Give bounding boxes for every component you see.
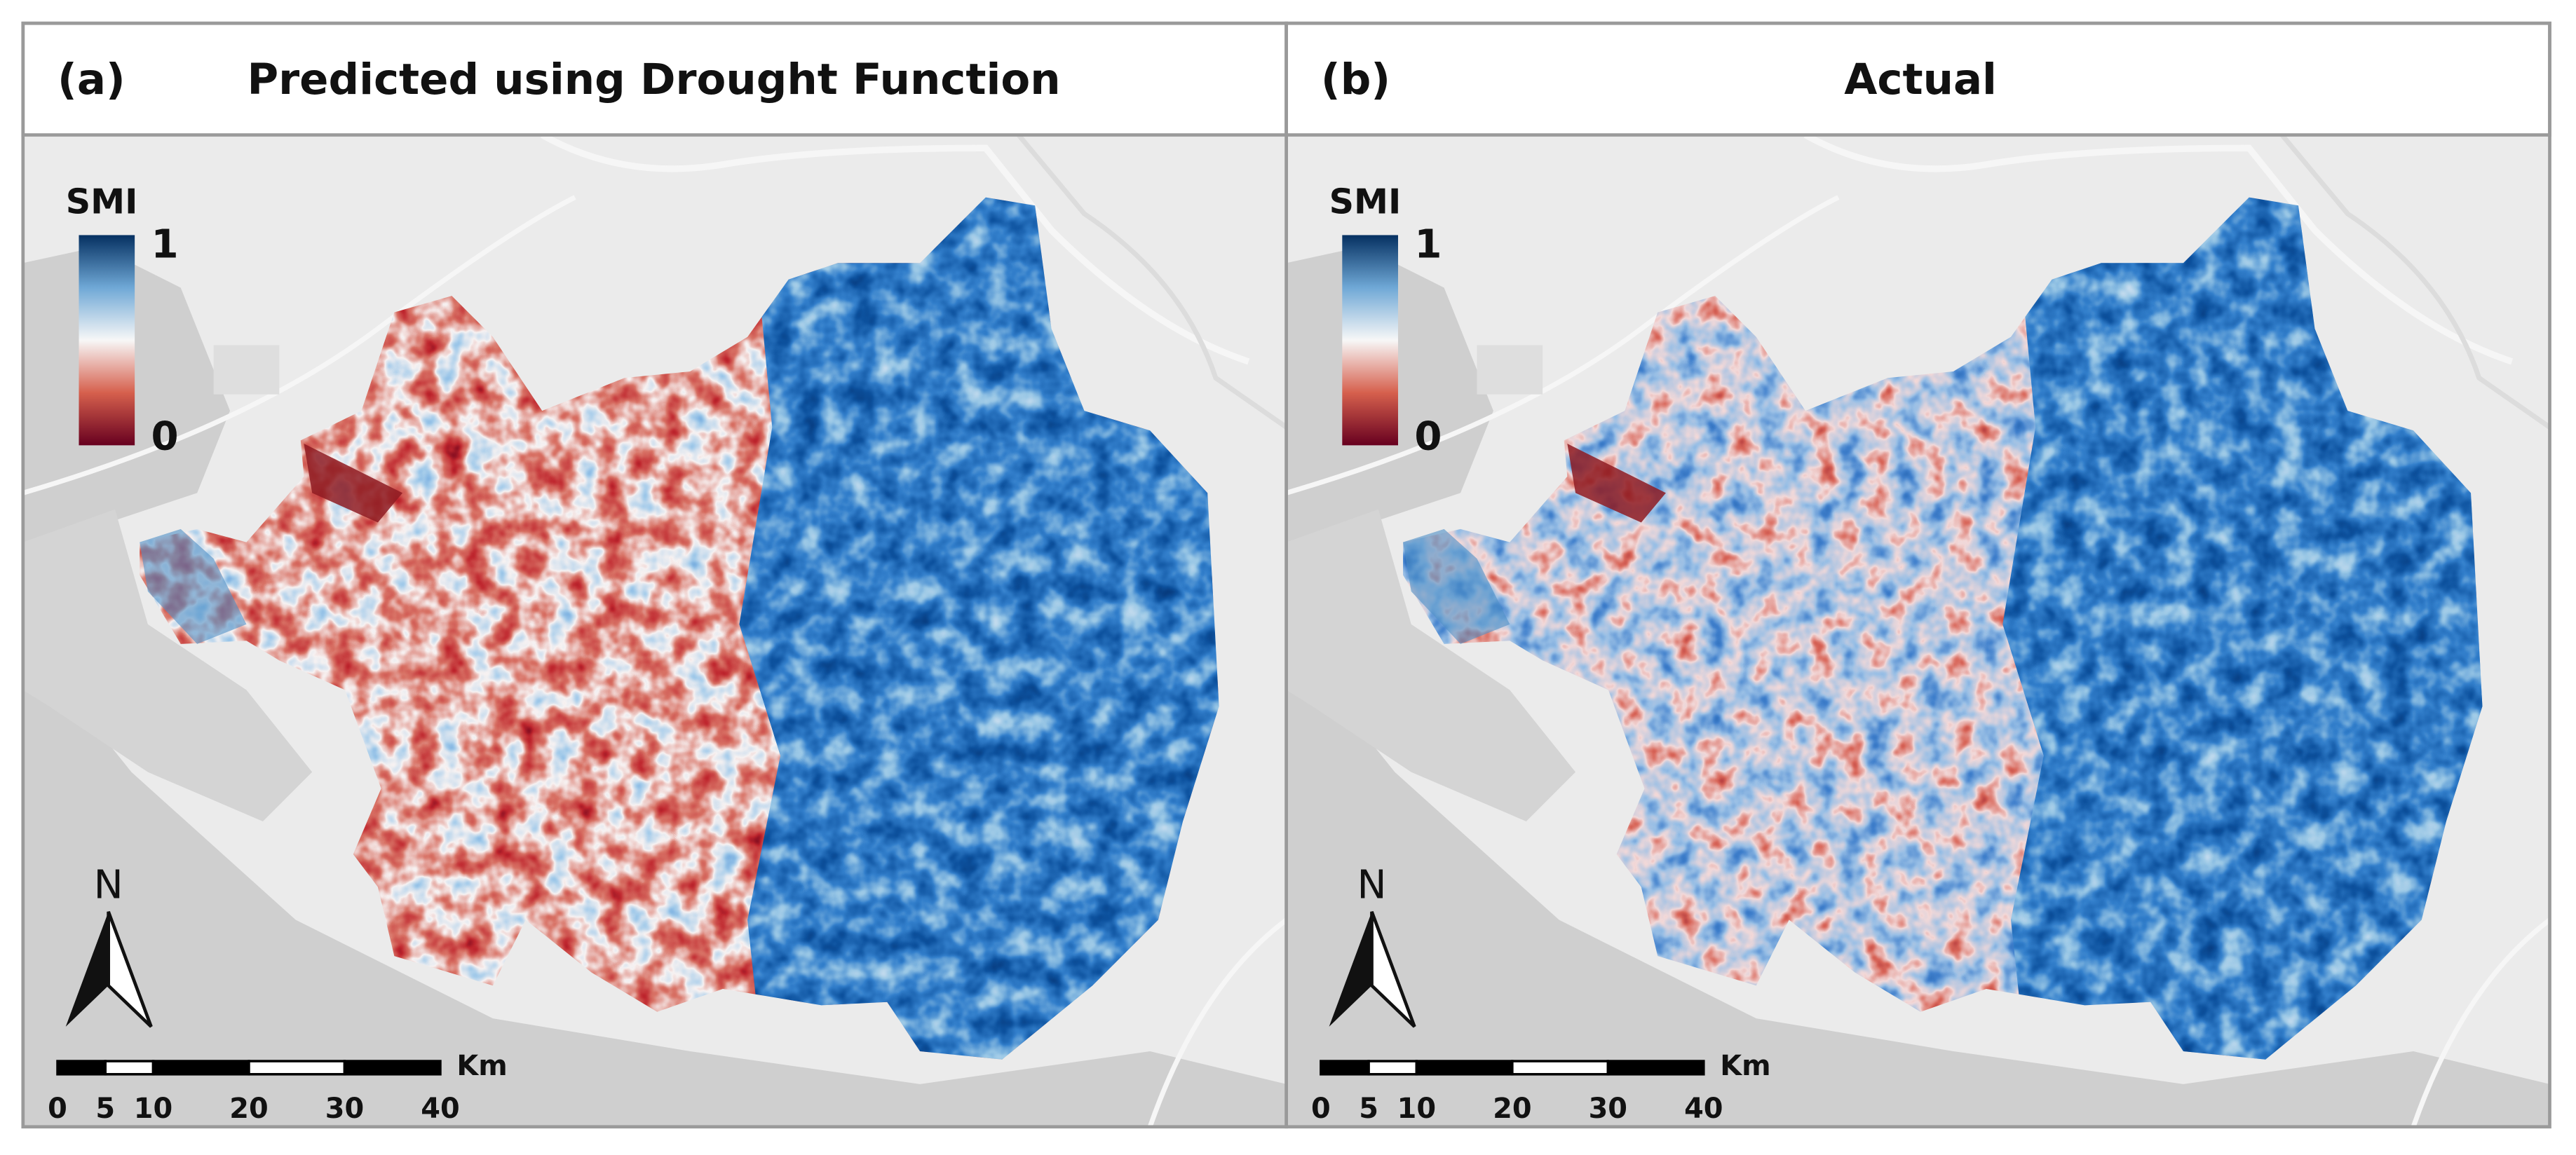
scale-unit: Km <box>456 1050 507 1082</box>
smi-east <box>739 197 1219 1060</box>
water <box>22 246 1287 1127</box>
scale-label: 40 <box>421 1093 459 1125</box>
legend-min: 0 <box>151 414 179 460</box>
scale-segment <box>1415 1060 1514 1076</box>
panel-title: Predicted using Drought Function <box>248 55 1061 104</box>
scale-segment <box>56 1060 107 1076</box>
scale-label: 10 <box>1397 1093 1436 1125</box>
legend-max: 1 <box>151 221 179 267</box>
smi-patch <box>1567 444 1666 523</box>
smi-patch <box>304 444 403 523</box>
north-label: N <box>1357 862 1386 908</box>
north-arrow-right <box>1370 911 1416 1028</box>
scale-label: 40 <box>1684 1093 1723 1125</box>
north-arrow-left <box>1329 911 1372 1027</box>
scale-segment <box>104 1060 155 1076</box>
smi-east-group <box>2002 197 2483 1060</box>
road <box>2279 135 2550 430</box>
scale-label: 5 <box>1359 1093 1378 1125</box>
legend-min: 0 <box>1414 414 1442 460</box>
panel-label: (a) <box>57 55 126 104</box>
legend-title: SMI <box>66 181 138 221</box>
scale-label: 0 <box>48 1093 67 1125</box>
panel: (a) Predicted using Drought FunctionSMI10… <box>21 21 1288 1129</box>
panel-title: Actual <box>1844 55 1997 104</box>
water <box>22 509 313 821</box>
scale-label: 20 <box>229 1093 268 1125</box>
water <box>1286 246 2550 1127</box>
panel-header <box>21 21 1288 137</box>
map <box>22 135 1287 1127</box>
road <box>540 135 1250 365</box>
panel-frame <box>1284 21 2551 1129</box>
road <box>2411 917 2550 1127</box>
scale-segment <box>1367 1060 1418 1076</box>
legend-max: 1 <box>1414 221 1442 267</box>
road <box>22 195 576 496</box>
road <box>1286 195 1840 496</box>
scale-label: 10 <box>134 1093 172 1125</box>
panel-label: (b) <box>1321 55 1390 104</box>
road <box>1147 917 1287 1127</box>
land-patch <box>213 345 280 395</box>
map <box>1286 135 2550 1127</box>
north-arrow-right <box>107 911 153 1028</box>
scale-label: 30 <box>1589 1093 1627 1125</box>
legend-colorbar <box>1342 235 1398 446</box>
scale-unit: Km <box>1720 1050 1770 1082</box>
scale-segment <box>151 1060 250 1076</box>
island <box>1403 528 1510 644</box>
north-label: N <box>94 862 123 908</box>
scale-label: 20 <box>1493 1093 1531 1125</box>
scale-segment <box>1606 1060 1705 1076</box>
scale-segment <box>1511 1060 1610 1076</box>
scale-segment <box>248 1060 346 1076</box>
road <box>1017 135 1287 430</box>
smi-east-group <box>739 197 1219 1060</box>
smi-east <box>2002 197 2483 1060</box>
scale-label: 0 <box>1311 1093 1331 1125</box>
road <box>1803 135 2514 365</box>
scale-segment <box>1320 1060 1370 1076</box>
scale-label: 5 <box>95 1093 115 1125</box>
scale-segment <box>343 1060 442 1076</box>
water <box>1286 509 1576 821</box>
legend-colorbar <box>79 235 135 446</box>
scale-label: 30 <box>325 1093 364 1125</box>
land-patch <box>1477 345 1543 395</box>
island <box>140 528 247 644</box>
legend-title: SMI <box>1329 181 1402 221</box>
